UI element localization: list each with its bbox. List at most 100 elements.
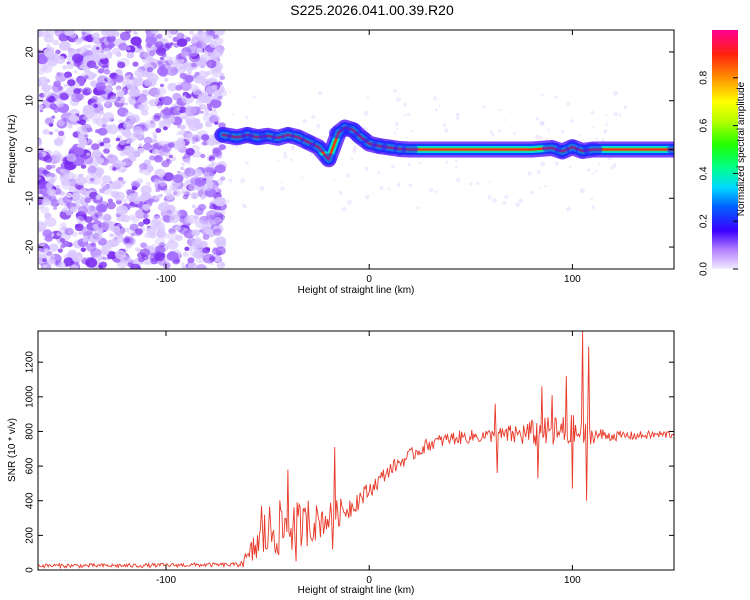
noise-speck xyxy=(245,115,249,120)
noise-speck xyxy=(590,110,595,115)
noise-speck xyxy=(352,145,358,151)
noise-speck xyxy=(434,190,438,194)
noise-blob xyxy=(189,251,195,256)
noise-blob xyxy=(97,254,104,261)
x-tick-label: 0 xyxy=(366,274,372,285)
noise-blob xyxy=(130,263,141,269)
noise-blob xyxy=(38,226,43,233)
spectrogram-x-axis: -100 0 100 xyxy=(156,30,581,285)
noise-blob xyxy=(101,213,112,223)
noise-speck xyxy=(333,179,336,182)
noise-blob xyxy=(45,182,53,189)
noise-blob xyxy=(65,210,72,216)
noise-blob xyxy=(42,229,53,238)
noise-speck xyxy=(394,122,399,127)
noise-blob xyxy=(216,261,226,269)
noise-blob xyxy=(151,148,160,155)
noise-blob xyxy=(44,117,54,126)
noise-blob xyxy=(142,204,151,211)
noise-speck xyxy=(597,162,601,166)
noise-blob xyxy=(106,77,112,81)
noise-blob xyxy=(161,63,166,68)
y-tick-label: 600 xyxy=(25,457,36,474)
noise-blob xyxy=(80,199,89,206)
noise-blob xyxy=(181,265,186,269)
noise-blob xyxy=(42,91,52,99)
noise-speck xyxy=(491,133,495,137)
noise-blob xyxy=(186,160,191,165)
noise-blob xyxy=(144,213,151,218)
noise-blob xyxy=(130,88,141,97)
noise-blob xyxy=(78,48,84,52)
noise-blob xyxy=(119,92,124,96)
noise-speck xyxy=(433,96,438,101)
noise-speck xyxy=(487,195,492,200)
noise-blob xyxy=(57,261,66,269)
noise-blob xyxy=(76,76,85,84)
noise-blob xyxy=(104,100,111,105)
noise-blob xyxy=(206,59,217,69)
noise-blob xyxy=(212,228,222,236)
noise-blob xyxy=(192,89,197,93)
noise-speck xyxy=(245,161,249,165)
noise-blob xyxy=(206,35,215,43)
noise-blob xyxy=(106,251,117,260)
noise-blob xyxy=(126,52,135,59)
noise-blob xyxy=(181,51,190,59)
snr-series-line xyxy=(38,331,674,570)
noise-blob xyxy=(209,154,216,161)
noise-blob xyxy=(192,136,199,142)
noise-blob xyxy=(95,195,102,200)
noise-blob xyxy=(124,102,128,106)
noise-blob xyxy=(118,128,125,134)
noise-blob xyxy=(97,68,105,74)
noise-blob xyxy=(55,49,61,55)
noise-blob xyxy=(132,61,139,67)
noise-speck xyxy=(605,114,608,116)
ridge-blob xyxy=(271,132,284,143)
noise-blob xyxy=(140,185,152,195)
noise-blob xyxy=(168,154,173,159)
noise-blob xyxy=(158,94,164,99)
noise-blob xyxy=(148,99,158,107)
noise-speck xyxy=(379,186,384,191)
noise-blob xyxy=(38,179,48,189)
spectrogram-noise-region xyxy=(38,30,629,269)
noise-blob xyxy=(181,162,185,166)
noise-blob xyxy=(59,168,65,173)
noise-blob xyxy=(50,164,56,169)
noise-speck xyxy=(489,130,494,134)
noise-blob xyxy=(153,195,159,201)
noise-blob xyxy=(61,207,68,213)
noise-blob xyxy=(129,203,136,208)
x-tick-label: 100 xyxy=(564,274,581,285)
noise-blob xyxy=(193,207,204,216)
noise-speck xyxy=(347,200,352,205)
noise-blob xyxy=(44,212,52,219)
noise-speck xyxy=(241,203,246,208)
noise-blob xyxy=(64,227,74,236)
noise-speck xyxy=(311,114,316,120)
noise-speck xyxy=(539,121,544,126)
noise-blob xyxy=(146,181,151,186)
noise-blob xyxy=(153,114,161,121)
noise-speck xyxy=(566,101,571,106)
noise-blob xyxy=(200,153,206,159)
noise-blob xyxy=(159,242,165,248)
noise-blob xyxy=(101,249,110,256)
noise-blob xyxy=(191,140,196,145)
noise-blob xyxy=(73,60,82,67)
noise-speck xyxy=(579,188,585,194)
noise-blob xyxy=(49,131,53,135)
noise-blob xyxy=(103,142,112,150)
noise-speck xyxy=(456,178,461,183)
noise-blob xyxy=(62,118,67,122)
noise-blob xyxy=(206,210,218,220)
noise-blob xyxy=(108,42,115,48)
noise-blob xyxy=(209,171,215,177)
noise-speck xyxy=(579,134,582,137)
noise-blob xyxy=(46,172,58,183)
noise-blob xyxy=(190,45,197,51)
noise-blob xyxy=(158,125,163,129)
figure-title: S225.2026.041.00.39.R20 xyxy=(290,2,454,18)
